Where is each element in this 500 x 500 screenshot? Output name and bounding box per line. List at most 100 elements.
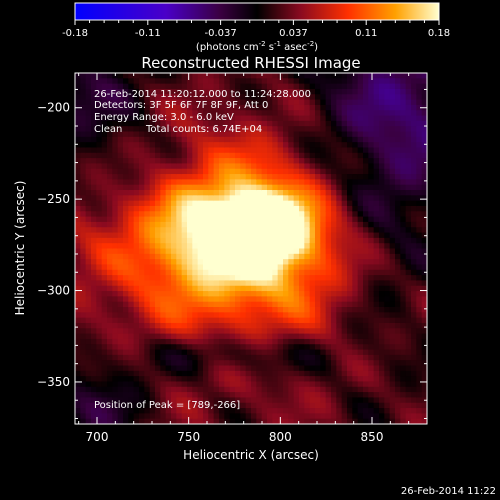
heatmap-cell xyxy=(176,147,183,154)
heatmap-cell xyxy=(224,99,231,106)
heatmap-cell xyxy=(405,328,412,335)
heatmap-cell xyxy=(261,195,268,202)
heatmap-cell xyxy=(107,78,113,85)
heatmap-cell xyxy=(331,190,337,196)
heatmap-cell xyxy=(245,227,252,234)
heatmap-cell xyxy=(187,152,193,159)
heatmap-cell xyxy=(368,163,375,170)
heatmap-cell xyxy=(128,360,135,367)
heatmap-cell xyxy=(299,317,305,324)
heatmap-cell xyxy=(421,333,427,340)
heatmap-cell xyxy=(256,291,263,297)
heatmap-cell xyxy=(336,83,343,90)
heatmap-cell xyxy=(320,73,327,79)
heatmap-cell xyxy=(384,285,391,292)
heatmap-cell xyxy=(187,205,193,212)
heatmap-cell xyxy=(357,126,364,133)
heatmap-cell xyxy=(208,174,215,180)
heatmap-cell xyxy=(187,174,193,180)
heatmap-cell xyxy=(395,418,401,424)
heatmap-cell xyxy=(123,397,129,404)
heatmap-cell xyxy=(165,285,172,292)
heatmap-cell xyxy=(101,200,108,207)
heatmap-cell xyxy=(368,120,375,127)
heatmap-cell xyxy=(80,78,87,85)
heatmap-cell xyxy=(416,248,423,255)
heatmap-cell xyxy=(325,280,332,287)
heatmap-cell xyxy=(245,120,252,127)
heatmap-cell xyxy=(277,184,284,191)
heatmap-cell xyxy=(160,296,167,303)
heatmap-cell xyxy=(267,386,273,393)
heatmap-cell xyxy=(160,360,167,367)
heatmap-cell xyxy=(219,83,225,90)
heatmap-cell xyxy=(117,221,124,228)
heatmap-cell xyxy=(144,152,151,159)
heatmap-cell xyxy=(405,402,412,409)
heatmap-cell xyxy=(272,73,279,79)
heatmap-cell xyxy=(251,413,257,420)
heatmap-cell xyxy=(187,168,193,175)
heatmap-cell xyxy=(363,195,369,202)
heatmap-cell xyxy=(229,285,236,292)
heatmap-cell xyxy=(80,200,87,207)
heatmap-cell xyxy=(277,195,284,202)
heatmap-cell xyxy=(213,392,220,399)
heatmap-cell xyxy=(405,275,412,282)
heatmap-cell xyxy=(128,243,135,250)
heatmap-cell xyxy=(203,301,209,308)
heatmap-cell xyxy=(240,338,247,345)
heatmap-cell xyxy=(315,88,321,95)
heatmap-cell xyxy=(187,402,193,409)
heatmap-cell xyxy=(373,243,380,250)
heatmap-cell xyxy=(80,211,87,218)
heatmap-cell xyxy=(347,275,353,282)
heatmap-cell xyxy=(357,381,364,388)
heatmap-cell xyxy=(245,386,252,393)
heatmap-cell xyxy=(96,253,103,260)
heatmap-cell xyxy=(357,83,364,90)
heatmap-cell xyxy=(176,291,183,297)
heatmap-cell xyxy=(240,269,247,276)
heatmap-cell xyxy=(213,120,220,127)
heatmap-cell xyxy=(315,184,321,191)
heatmap-cell xyxy=(283,142,289,149)
heatmap-cell xyxy=(144,259,151,266)
heatmap-cell xyxy=(139,232,145,239)
heatmap-cell xyxy=(389,232,396,239)
heatmap-cell xyxy=(277,174,284,180)
heatmap-cell xyxy=(395,147,401,154)
heatmap-cell xyxy=(176,413,183,420)
heatmap-cell xyxy=(139,83,145,90)
heatmap-cell xyxy=(123,349,129,356)
heatmap-cell xyxy=(219,211,225,218)
heatmap-cell xyxy=(283,163,289,170)
heatmap-cell xyxy=(203,73,209,79)
heatmap-cell xyxy=(283,94,289,101)
heatmap-cell xyxy=(187,259,193,266)
heatmap-cell xyxy=(197,216,204,223)
heatmap-cell xyxy=(229,200,236,207)
heatmap-cell xyxy=(416,83,423,90)
heatmap-cell xyxy=(197,147,204,154)
heatmap-cell xyxy=(224,94,231,101)
heatmap-cell xyxy=(91,397,97,404)
heatmap-cell xyxy=(373,338,380,345)
heatmap-cell xyxy=(187,275,193,282)
heatmap-cell xyxy=(117,126,124,133)
heatmap-cell xyxy=(251,142,257,149)
heatmap-cell xyxy=(283,354,289,361)
heatmap-cell xyxy=(85,158,92,165)
heatmap-cell xyxy=(229,227,236,234)
heatmap-cell xyxy=(133,402,140,409)
heatmap-cell xyxy=(331,312,337,319)
heatmap-cell xyxy=(203,232,209,239)
heatmap-cell xyxy=(309,312,316,319)
heatmap-cell xyxy=(117,264,124,271)
heatmap-cell xyxy=(363,221,369,228)
heatmap-cell xyxy=(75,136,81,143)
heatmap-cell xyxy=(117,397,124,404)
heatmap-cell xyxy=(288,344,295,351)
heatmap-cell xyxy=(272,328,279,335)
heatmap-cell xyxy=(395,365,401,372)
